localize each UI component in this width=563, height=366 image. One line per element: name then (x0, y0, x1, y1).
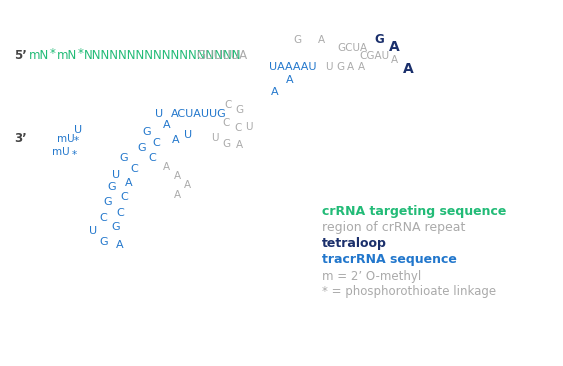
Text: U: U (112, 170, 120, 180)
Text: tracrRNA sequence: tracrRNA sequence (322, 253, 457, 266)
Text: A: A (174, 190, 181, 200)
Text: mN: mN (29, 49, 49, 62)
Text: 5’: 5’ (14, 49, 27, 62)
Text: U: U (211, 133, 218, 143)
Text: UAAAAU: UAAAAU (269, 62, 316, 72)
Text: crRNA targeting sequence: crRNA targeting sequence (322, 205, 506, 218)
Text: A: A (347, 62, 354, 72)
Text: U: U (74, 125, 82, 135)
Text: A: A (389, 40, 400, 54)
Text: G: G (103, 197, 111, 207)
Text: G: G (222, 139, 230, 149)
Text: U: U (245, 122, 252, 132)
Text: m = 2’ O-methyl: m = 2’ O-methyl (322, 270, 421, 283)
Text: G: G (235, 105, 243, 115)
Text: A: A (271, 87, 279, 97)
Text: G: G (107, 182, 115, 192)
Text: A: A (163, 120, 171, 130)
Text: G: G (119, 153, 128, 163)
Text: GUUUUA: GUUUUA (196, 49, 247, 62)
Text: C: C (120, 192, 128, 202)
Text: A: A (116, 240, 124, 250)
Text: A: A (403, 62, 414, 76)
Text: *: * (78, 47, 84, 60)
Text: tetraloop: tetraloop (322, 237, 387, 250)
Text: A: A (391, 55, 398, 65)
Text: A: A (163, 162, 170, 172)
Text: C: C (234, 123, 242, 133)
Text: C: C (130, 164, 138, 174)
Text: A: A (172, 135, 180, 145)
Text: ACUAUUG: ACUAUUG (171, 109, 227, 119)
Text: A: A (286, 75, 294, 85)
Text: G: G (111, 222, 119, 232)
Text: A: A (236, 140, 243, 150)
Text: G: G (374, 33, 384, 46)
Text: C: C (222, 118, 229, 128)
Text: GCUA: GCUA (337, 43, 367, 53)
Text: C: C (99, 213, 107, 223)
Text: U: U (325, 62, 333, 72)
Text: mN: mN (57, 49, 77, 62)
Text: mU: mU (52, 147, 70, 157)
Text: U: U (89, 226, 97, 236)
Text: A: A (174, 171, 181, 181)
Text: G: G (99, 237, 108, 247)
Text: G: G (137, 143, 146, 153)
Text: U: U (155, 109, 163, 119)
Text: C: C (224, 100, 231, 110)
Text: *: * (74, 136, 79, 146)
Text: G: G (336, 62, 344, 72)
Text: G: G (142, 127, 151, 137)
Text: C: C (148, 153, 156, 163)
Text: *: * (50, 47, 56, 60)
Text: *: * (72, 150, 77, 160)
Text: * = phosphorothioate linkage: * = phosphorothioate linkage (322, 285, 496, 298)
Text: C: C (152, 138, 160, 148)
Text: A: A (358, 62, 365, 72)
Text: U: U (184, 130, 192, 140)
Text: G: G (293, 35, 301, 45)
Text: 3’: 3’ (14, 132, 27, 145)
Text: region of crRNA repeat: region of crRNA repeat (322, 221, 466, 234)
Text: A: A (184, 180, 191, 190)
Text: NNNNNNNNNNNNNNNNNN: NNNNNNNNNNNNNNNNNN (84, 49, 242, 62)
Text: CGAU: CGAU (359, 51, 389, 61)
Text: mU: mU (57, 134, 75, 144)
Text: A: A (318, 35, 325, 45)
Text: A: A (125, 178, 133, 188)
Text: C: C (116, 208, 124, 218)
